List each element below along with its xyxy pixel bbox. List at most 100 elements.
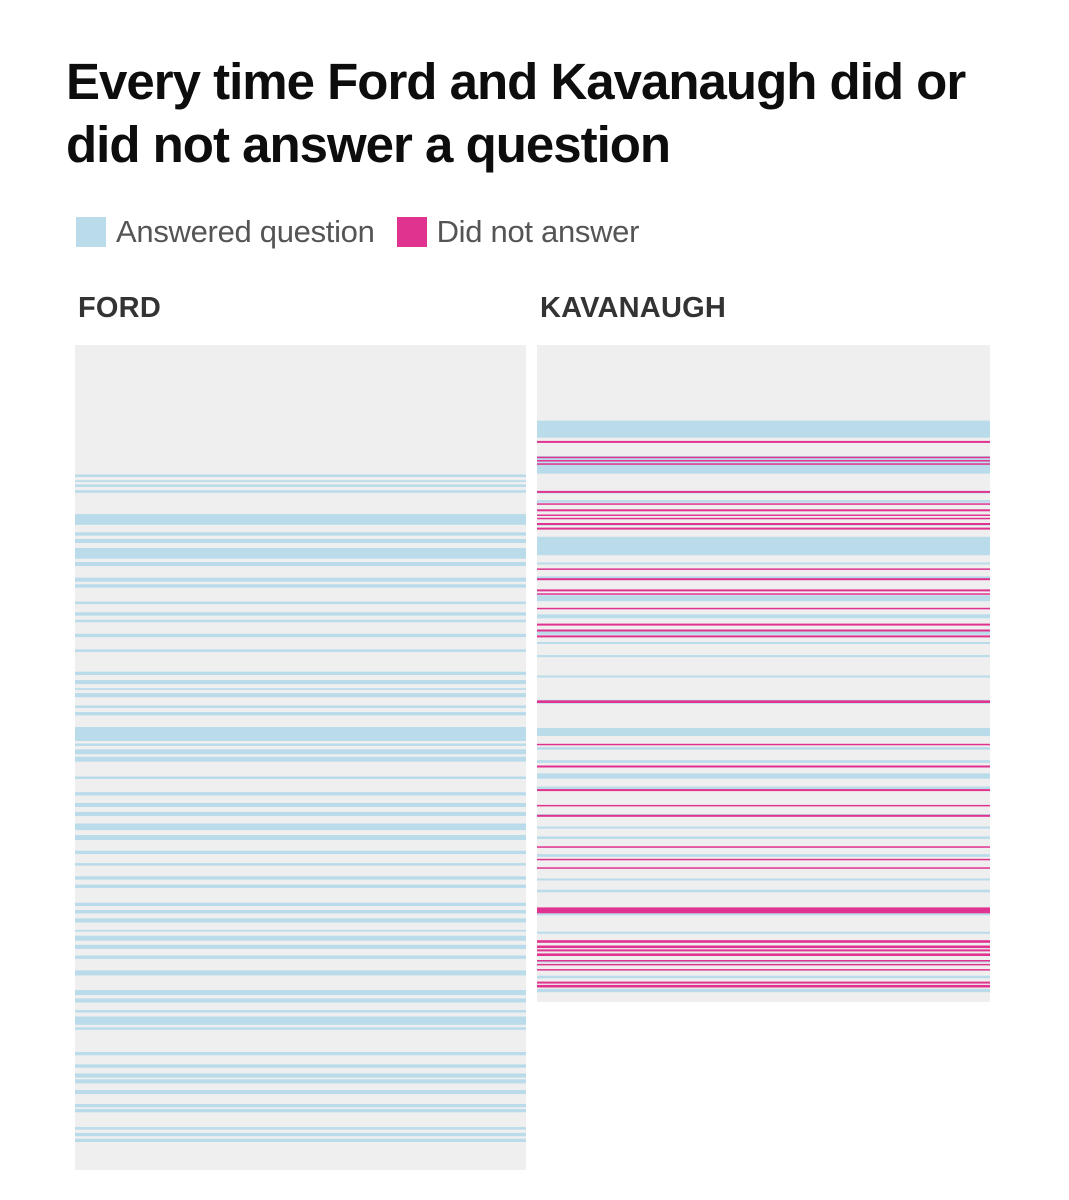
kavanaugh-did-not-answer-band-30: [537, 945, 990, 949]
kavanaugh-answered-band-26: [537, 913, 990, 916]
kavanaugh-did-not-answer-band-33: [537, 960, 990, 962]
kavanaugh-answered-band-17: [537, 760, 990, 763]
kavanaugh-answered-band-27: [537, 931, 990, 934]
ford-answered-band-43: [75, 970, 526, 976]
ford-answered-band-44: [75, 990, 526, 996]
kavanaugh-did-not-answer-band-19: [537, 700, 990, 703]
kavanaugh-answered-band-9: [537, 614, 990, 619]
kavanaugh-did-not-answer-band-28: [537, 907, 990, 914]
ford-answered-band-5: [75, 532, 526, 536]
ford-answered-band-50: [75, 1064, 526, 1068]
ford-answered-band-23: [75, 743, 526, 746]
kavanaugh-answered-band-22: [537, 836, 990, 839]
kavanaugh-did-not-answer-band-16: [537, 623, 990, 626]
kavanaugh-did-not-answer-band-3: [537, 463, 990, 465]
kavanaugh-answered-band-11: [537, 642, 990, 644]
ford-answered-band-40: [75, 935, 526, 941]
kavanaugh-did-not-answer-band-35: [537, 969, 990, 971]
ford-answered-band-19: [75, 693, 526, 698]
kavanaugh-did-not-answer-band-24: [537, 814, 990, 817]
ford-answered-band-36: [75, 902, 526, 906]
ford-answered-band-56: [75, 1127, 526, 1130]
panel-label-ford: FORD: [78, 292, 161, 324]
kavanaugh-did-not-answer-band-0: [537, 440, 990, 443]
legend-label-answered: Answered question: [116, 214, 375, 249]
kavanaugh-did-not-answer-band-32: [537, 953, 990, 956]
kavanaugh-did-not-answer-band-37: [537, 984, 990, 988]
ford-answered-band-13: [75, 619, 526, 623]
kavanaugh-did-not-answer-band-29: [537, 940, 990, 943]
ford-answered-band-48: [75, 1027, 526, 1030]
ford-answered-band-38: [75, 918, 526, 923]
kavanaugh-answered-band-7: [537, 576, 990, 579]
kavanaugh-answered-band-21: [537, 826, 990, 829]
legend-item-did-not-answer: Did not answer: [396, 214, 640, 250]
chart-title: Every time Ford and Kavanaugh did or did…: [66, 53, 966, 173]
ford-answered-band-2: [75, 484, 526, 487]
kavanaugh-answered-band-13: [537, 675, 990, 678]
ford-answered-band-32: [75, 850, 526, 854]
ford-answered-band-47: [75, 1016, 526, 1025]
kavanaugh-did-not-answer-band-34: [537, 963, 990, 966]
kavanaugh-answered-band-12: [537, 655, 990, 658]
kavanaugh-answered-band-23: [537, 854, 990, 857]
kavanaugh-answered-band-3: [537, 500, 990, 503]
legend-swatch-did-not-answer: [396, 217, 427, 247]
ford-answered-band-21: [75, 712, 526, 716]
kavanaugh-did-not-answer-band-8: [537, 517, 990, 520]
ford-answered-band-0: [75, 474, 526, 477]
kavanaugh-did-not-answer-band-10: [537, 527, 990, 530]
panel-ford: [75, 345, 526, 1170]
ford-answered-band-45: [75, 998, 526, 1003]
ford-answered-band-41: [75, 944, 526, 949]
kavanaugh-did-not-answer-band-18: [537, 635, 990, 638]
kavanaugh-did-not-answer-band-11: [537, 568, 990, 570]
ford-answered-band-18: [75, 688, 526, 690]
kavanaugh-did-not-answer-band-22: [537, 789, 990, 792]
kavanaugh-did-not-answer-band-27: [537, 867, 990, 869]
ford-answered-band-22: [75, 727, 526, 741]
ford-answered-band-12: [75, 612, 526, 616]
kavanaugh-did-not-answer-band-20: [537, 743, 990, 746]
ford-answered-band-17: [75, 680, 526, 685]
kavanaugh-answered-band-16: [537, 747, 990, 750]
ford-answered-band-25: [75, 756, 526, 762]
ford-answered-band-57: [75, 1132, 526, 1137]
ford-answered-band-33: [75, 863, 526, 866]
panel-background-kavanaugh: [537, 345, 990, 1002]
ford-answered-band-34: [75, 876, 526, 880]
panel-label-kavanaugh: KAVANAUGH: [540, 292, 726, 324]
ford-answered-band-16: [75, 671, 526, 675]
kavanaugh-answered-band-18: [537, 773, 990, 779]
kavanaugh-did-not-answer-band-36: [537, 981, 990, 984]
kavanaugh-answered-band-1: [537, 456, 990, 474]
legend-swatch-answered: [76, 217, 106, 247]
ford-answered-band-24: [75, 749, 526, 755]
kavanaugh-did-not-answer-band-14: [537, 593, 990, 595]
ford-answered-band-7: [75, 548, 526, 559]
kavanaugh-did-not-answer-band-25: [537, 846, 990, 848]
legend-label-did-not-answer: Did not answer: [436, 214, 640, 249]
ford-answered-band-20: [75, 705, 526, 708]
kavanaugh-did-not-answer-band-13: [537, 589, 990, 592]
ford-answered-band-51: [75, 1073, 526, 1078]
kavanaugh-did-not-answer-band-6: [537, 509, 990, 512]
ford-answered-band-3: [75, 490, 526, 493]
kavanaugh-did-not-answer-band-31: [537, 949, 990, 952]
kavanaugh-did-not-answer-band-5: [537, 503, 990, 505]
ford-answered-band-54: [75, 1104, 526, 1108]
ford-answered-band-8: [75, 562, 526, 567]
kavanaugh-did-not-answer-band-23: [537, 804, 990, 807]
kavanaugh-answered-band-24: [537, 878, 990, 881]
ford-answered-band-28: [75, 802, 526, 807]
kavanaugh-answered-band-30: [537, 988, 990, 993]
kavanaugh-did-not-answer-band-4: [537, 490, 990, 493]
kavanaugh-did-not-answer-band-21: [537, 765, 990, 768]
kavanaugh-did-not-answer-band-2: [537, 460, 990, 462]
kavanaugh-answered-band-0: [537, 420, 990, 438]
ford-answered-band-52: [75, 1079, 526, 1084]
kavanaugh-answered-band-6: [537, 562, 990, 565]
ford-answered-band-6: [75, 538, 526, 543]
ford-answered-band-15: [75, 649, 526, 652]
